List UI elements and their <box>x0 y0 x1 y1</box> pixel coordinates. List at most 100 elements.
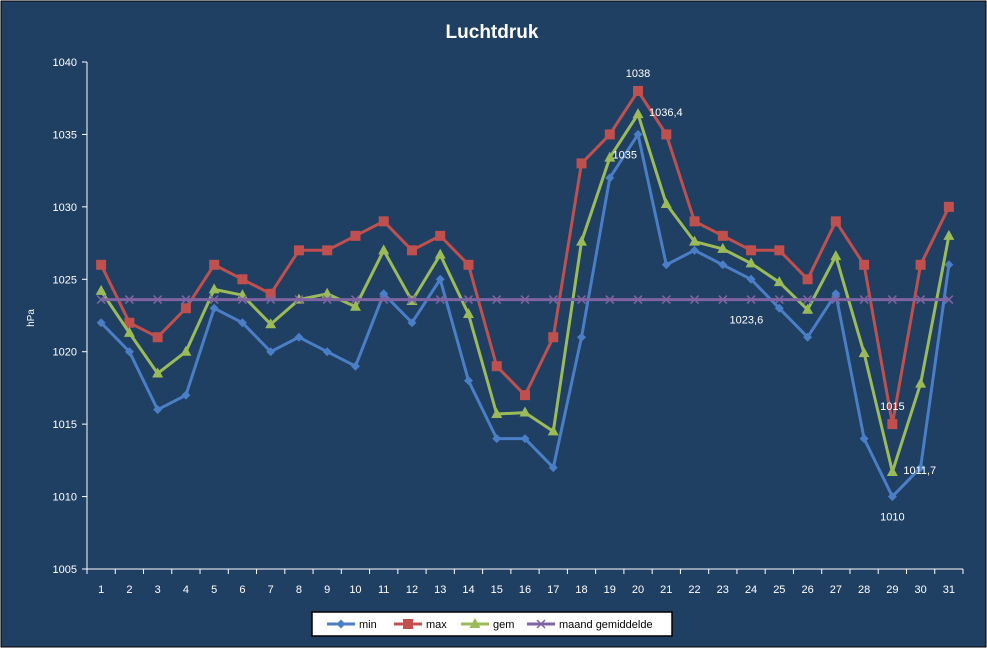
x-tick-label: 22 <box>688 584 700 596</box>
data-point-gem <box>321 287 333 298</box>
data-point-max <box>576 158 587 169</box>
data-point-maand-gemiddelde <box>887 295 897 305</box>
x-tick-label: 17 <box>547 584 559 596</box>
legend-swatch-marker <box>536 619 546 629</box>
y-tick-label: 1025 <box>53 274 77 286</box>
x-tick-label: 5 <box>211 584 217 596</box>
data-point-gem <box>773 276 785 287</box>
data-point-maand-gemiddelde <box>633 295 643 305</box>
x-tick-label: 8 <box>296 584 302 596</box>
data-point-gem <box>745 257 757 268</box>
y-tick-label: 1040 <box>53 57 77 69</box>
data-point-min <box>322 347 332 357</box>
x-tick-label: 11 <box>378 584 389 596</box>
data-point-maand-gemiddelde <box>237 295 247 305</box>
data-point-maand-gemiddelde <box>803 295 813 305</box>
data-point-maand-gemiddelde <box>407 295 417 305</box>
legend: min max gem maand gemiddelde <box>311 611 673 637</box>
data-point-max <box>520 390 530 401</box>
series-layer <box>95 85 955 502</box>
x-tick-label: 29 <box>886 584 898 596</box>
x-tick-label: 23 <box>717 584 729 596</box>
data-point-gem <box>632 108 644 119</box>
data-point-gem <box>858 347 870 358</box>
data-point-maand-gemiddelde <box>746 295 756 305</box>
data-point-max <box>887 419 898 430</box>
data-point-maand-gemiddelde <box>774 295 784 305</box>
data-point-maand-gemiddelde <box>859 295 869 305</box>
annotation-layer: 1038 1036,4 1035 1023,6 1015 1011,7 1010 <box>613 68 937 524</box>
data-point-max <box>322 245 333 256</box>
data-point-max <box>152 332 163 343</box>
data-point-gem <box>152 367 164 378</box>
data-point-gem <box>915 377 927 388</box>
x-tick-label: 7 <box>268 584 274 596</box>
data-point-max <box>237 274 248 285</box>
legend-box <box>311 611 673 637</box>
data-point-min <box>718 260 728 270</box>
data-point-max <box>915 259 926 270</box>
data-point-max <box>604 129 615 140</box>
x-tick-label: 20 <box>632 584 644 596</box>
data-point-maand-gemiddelde <box>266 295 276 305</box>
data-point-gem <box>208 283 220 294</box>
data-point-maand-gemiddelde <box>944 295 954 305</box>
data-point-max <box>406 245 417 256</box>
data-point-min <box>350 361 360 371</box>
x-tick-label: 10 <box>349 584 361 596</box>
data-point-min <box>577 332 587 342</box>
data-point-gem <box>660 197 672 208</box>
data-point-max <box>491 361 502 372</box>
data-point-gem <box>604 151 616 162</box>
data-label: 1011,7 <box>903 465 936 477</box>
data-point-gem <box>830 250 842 261</box>
data-point-maand-gemiddelde <box>124 295 134 305</box>
data-point-min <box>746 274 756 284</box>
data-point-max <box>661 129 672 140</box>
y-tick-label: 1010 <box>53 492 77 504</box>
data-point-maand-gemiddelde <box>322 295 332 305</box>
series-max <box>96 85 954 430</box>
chart-title: Luchtdruk <box>446 22 539 43</box>
data-point-gem <box>547 425 559 436</box>
data-point-min <box>153 405 163 415</box>
data-point-maand-gemiddelde <box>831 295 841 305</box>
data-point-maand-gemiddelde <box>463 295 474 305</box>
x-tick-label: 21 <box>660 584 672 596</box>
legend-label: maand gemiddelde <box>559 619 653 631</box>
data-point-max <box>209 259 220 270</box>
data-point-gem <box>378 244 390 255</box>
x-tick-label: 15 <box>491 584 503 596</box>
x-tick-label: 24 <box>745 584 757 596</box>
data-point-max <box>774 245 785 256</box>
data-point-gem <box>95 284 107 295</box>
data-point-maand-gemiddelde <box>492 295 502 305</box>
data-point-min <box>661 260 671 270</box>
series-gem <box>95 108 955 476</box>
data-point-max <box>548 332 559 343</box>
data-point-max <box>633 85 644 96</box>
data-point-maand-gemiddelde <box>718 295 728 305</box>
data-point-min <box>831 289 841 299</box>
x-tick-label: 26 <box>801 584 813 596</box>
data-point-max <box>830 216 841 227</box>
x-tick-label: 27 <box>830 584 842 596</box>
data-point-gem <box>943 229 955 240</box>
series-maand-gemiddelde <box>96 295 954 305</box>
data-point-maand-gemiddelde <box>605 295 615 305</box>
data-point-maand-gemiddelde <box>576 295 587 305</box>
x-tick-label: 16 <box>519 584 531 596</box>
data-point-min <box>633 129 643 139</box>
data-point-min <box>690 245 700 255</box>
x-tick-label: 1 <box>98 584 104 596</box>
legend-label: max <box>426 619 447 631</box>
legend-swatch-marker <box>403 619 413 629</box>
data-label: 1023,6 <box>730 315 764 327</box>
data-point-maand-gemiddelde <box>350 295 360 305</box>
series-min <box>96 129 954 502</box>
data-point-min <box>407 318 417 328</box>
legend-swatch-marker <box>469 618 481 628</box>
